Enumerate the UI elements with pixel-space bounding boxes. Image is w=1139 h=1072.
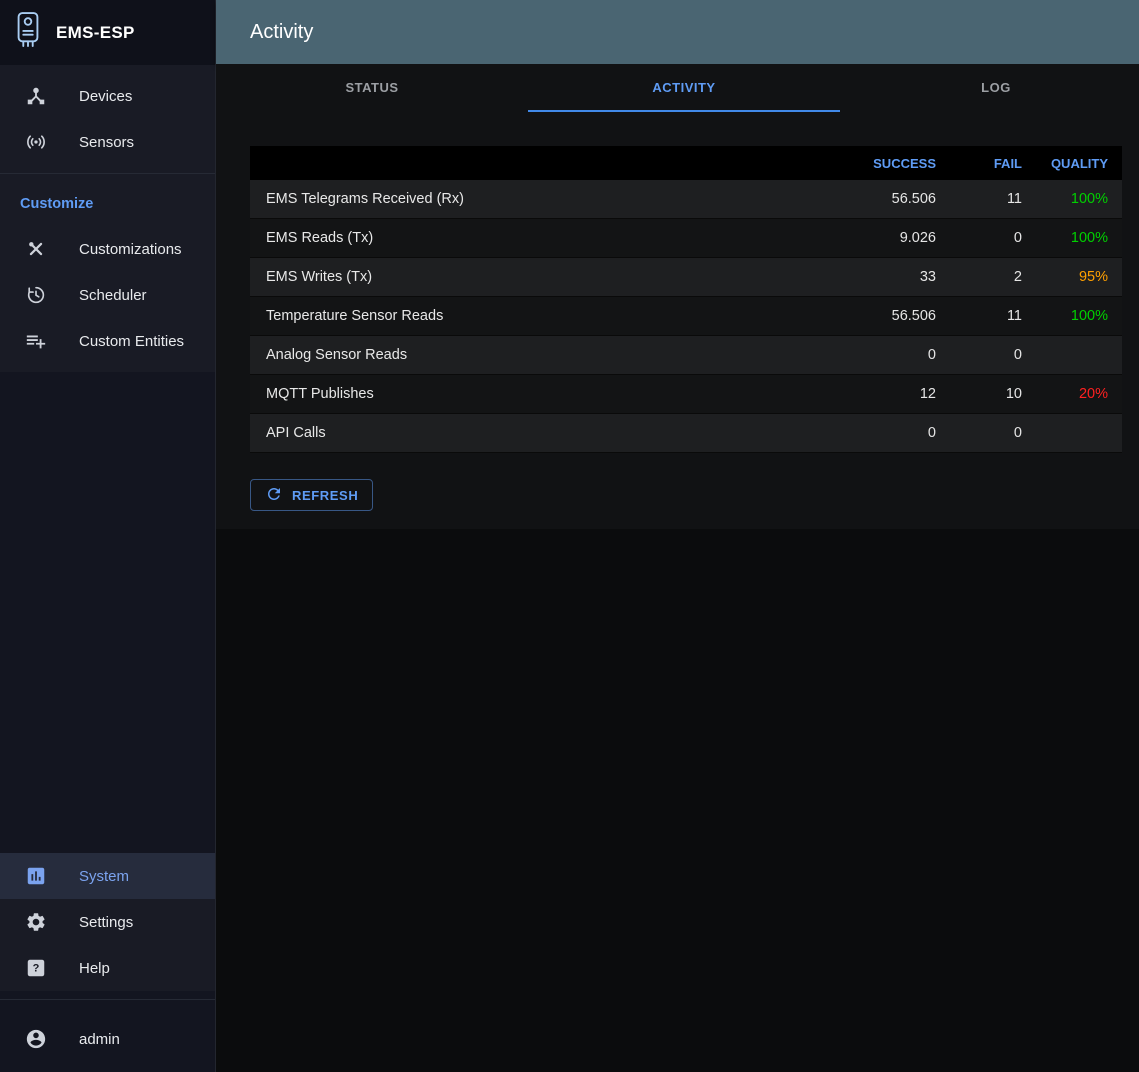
- sidebar-item-customizations[interactable]: Customizations: [0, 226, 215, 272]
- sidebar-item-label: Custom Entities: [79, 332, 185, 350]
- help-icon: ?: [24, 956, 48, 980]
- appbar: Activity: [216, 0, 1139, 64]
- tab-activity[interactable]: ACTIVITY: [528, 64, 840, 112]
- fail-value: 11: [1006, 308, 1022, 324]
- table-row: EMS Reads (Tx) 9.026 0 100%: [250, 219, 1122, 258]
- sidebar-spacer: [0, 372, 215, 853]
- table-row: EMS Telegrams Received (Rx) 56.506 11 10…: [250, 180, 1122, 219]
- fail-value: 10: [1005, 386, 1022, 402]
- tab-log[interactable]: LOG: [981, 79, 1011, 95]
- device-hub-icon: [24, 84, 48, 108]
- metric-name: EMS Reads (Tx): [266, 230, 374, 246]
- column-header-fail: FAIL: [993, 155, 1022, 171]
- success-value: 33: [919, 269, 936, 285]
- success-value: 56.506: [891, 191, 936, 207]
- fail-value: 2: [1013, 269, 1022, 285]
- column-header-success: SUCCESS: [873, 155, 936, 171]
- success-value: 0: [927, 425, 936, 441]
- sidebar-item-label: Scheduler: [79, 286, 147, 304]
- tools-icon: [24, 237, 48, 261]
- sidebar-item-devices[interactable]: Devices: [0, 73, 215, 119]
- app-title: EMS-ESP: [56, 22, 135, 42]
- table-row: Analog Sensor Reads 0 0: [250, 336, 1122, 375]
- sidebar-item-help[interactable]: ? Help: [0, 945, 215, 991]
- fail-value: 0: [1013, 230, 1022, 246]
- bar-chart-icon: [24, 864, 48, 888]
- sidebar-item-label: Help: [79, 959, 110, 977]
- gear-icon: [24, 910, 48, 934]
- tab-bar: STATUS ACTIVITY LOG: [216, 64, 1139, 112]
- table-row: API Calls 0 0: [250, 414, 1122, 453]
- success-value: 0: [927, 347, 936, 363]
- sidebar-item-label: Devices: [79, 87, 133, 105]
- app-logo-header: EMS-ESP: [0, 0, 215, 65]
- sidebar-item-label: Sensors: [79, 133, 135, 151]
- success-value: 12: [919, 386, 936, 402]
- quality-value: 20%: [1078, 386, 1108, 402]
- metric-name: EMS Writes (Tx): [266, 269, 373, 285]
- svg-text:?: ?: [33, 963, 40, 975]
- sidebar-item-label: Settings: [79, 913, 134, 931]
- app-logo-icon: [12, 9, 44, 56]
- quality-value: 95%: [1078, 269, 1108, 285]
- metric-name: API Calls: [266, 425, 326, 441]
- refresh-icon: [265, 485, 283, 506]
- fail-value: 0: [1013, 425, 1022, 441]
- metric-name: Analog Sensor Reads: [266, 347, 408, 363]
- sidebar: EMS-ESP Devices Sensors Customize: [0, 0, 216, 1072]
- tab-status[interactable]: STATUS: [345, 79, 399, 95]
- sidebar-divider-bottom: [0, 999, 215, 1000]
- quality-value: 100%: [1070, 308, 1108, 324]
- table-header-row: SUCCESS FAIL QUALITY: [250, 146, 1122, 180]
- table-row: EMS Writes (Tx) 33 2 95%: [250, 258, 1122, 297]
- page-title: Activity: [250, 20, 314, 43]
- user-name: admin: [79, 1030, 120, 1048]
- playlist-add-icon: [24, 329, 48, 353]
- sidebar-item-sensors[interactable]: Sensors: [0, 119, 215, 165]
- sidebar-item-custom-entities[interactable]: Custom Entities: [0, 318, 215, 364]
- metric-name: EMS Telegrams Received (Rx): [266, 191, 464, 207]
- account-circle-icon: [24, 1027, 48, 1051]
- table-row: MQTT Publishes 12 10 20%: [250, 375, 1122, 414]
- column-header-quality: QUALITY: [1050, 155, 1108, 171]
- success-value: 56.506: [891, 308, 936, 324]
- sidebar-item-scheduler[interactable]: Scheduler: [0, 272, 215, 318]
- sidebar-user-section: admin: [0, 1008, 215, 1072]
- content: STATUS ACTIVITY LOG SUCCESS FAIL QUALITY…: [216, 64, 1139, 1072]
- sidebar-main-menu: Devices Sensors Customize: [0, 65, 215, 372]
- metric-name: Temperature Sensor Reads: [266, 308, 444, 324]
- sidebar-item-label: Customizations: [79, 240, 182, 258]
- sidebar-divider: [0, 173, 215, 174]
- table-row: Temperature Sensor Reads 56.506 11 100%: [250, 297, 1122, 336]
- sidebar-item-label: System: [79, 867, 130, 885]
- sidebar-bottom-menu: System Settings ? Help: [0, 853, 215, 991]
- refresh-button-label: REFRESH: [292, 487, 359, 503]
- main-area: Activity STATUS ACTIVITY LOG SUCCESS FAI…: [216, 0, 1139, 1072]
- sidebar-item-system[interactable]: System: [0, 853, 215, 899]
- activity-table: SUCCESS FAIL QUALITY EMS Telegrams Recei…: [250, 146, 1122, 453]
- quality-value: 100%: [1070, 230, 1108, 246]
- fail-value: 0: [1013, 347, 1022, 363]
- success-value: 9.026: [899, 230, 936, 246]
- metric-name: MQTT Publishes: [266, 386, 374, 402]
- customize-section-label: Customize: [20, 196, 94, 212]
- sidebar-item-settings[interactable]: Settings: [0, 899, 215, 945]
- sidebar-user[interactable]: admin: [0, 1016, 215, 1062]
- quality-value: 100%: [1070, 191, 1108, 207]
- activity-card: STATUS ACTIVITY LOG SUCCESS FAIL QUALITY…: [216, 64, 1139, 529]
- fail-value: 11: [1006, 191, 1022, 207]
- scheduler-clock-icon: [24, 283, 48, 307]
- sensors-icon: [24, 130, 48, 154]
- refresh-button[interactable]: REFRESH: [250, 479, 374, 511]
